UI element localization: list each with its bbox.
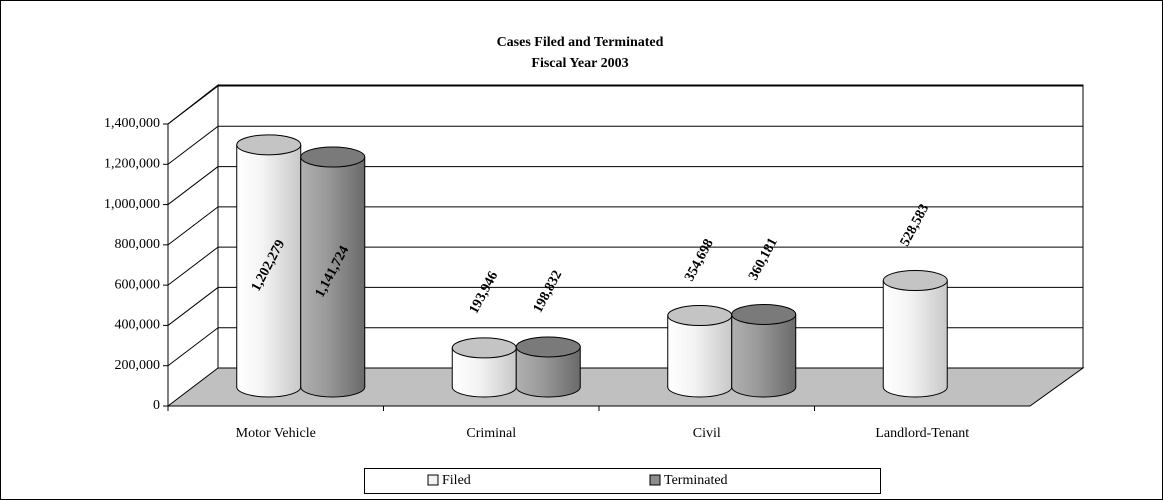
cylinder [451, 337, 517, 398]
cylinder-body [300, 157, 365, 387]
cylinder-top [731, 303, 797, 325]
cylinder-top [236, 134, 302, 156]
cylinder-body [731, 314, 796, 387]
cylinder-top [882, 270, 948, 292]
legend-label: Filed [442, 473, 471, 488]
y-tick-label: 200,000 [115, 358, 161, 373]
cylinder-body [236, 144, 301, 387]
cylinder [667, 305, 733, 398]
x-tick-label: Landlord-Tenant [875, 426, 969, 441]
cylinder [731, 303, 797, 398]
legend-label: Terminated [664, 473, 728, 488]
x-tick-label: Civil [693, 426, 721, 441]
cylinder-body [667, 315, 732, 387]
grid-line [167, 166, 219, 205]
cylinder-top [300, 146, 366, 168]
cylinder-top [667, 305, 733, 327]
cylinder-body [883, 280, 948, 387]
legend-swatch [649, 474, 661, 486]
cylinder [300, 146, 366, 398]
grid-line [167, 287, 219, 326]
grid-line [167, 125, 219, 165]
y-tick-label: 1,200,000 [104, 157, 160, 172]
cylinder [882, 270, 948, 398]
grid-line [167, 246, 219, 286]
cylinder [515, 336, 581, 398]
y-tick-label: 800,000 [115, 237, 161, 252]
legend-box [364, 468, 881, 494]
y-tick-label: 400,000 [115, 318, 161, 333]
x-tick-label: Criminal [466, 426, 516, 441]
y-tick-label: 0 [153, 398, 160, 413]
cylinder [236, 134, 302, 398]
cylinder-top [451, 337, 517, 359]
legend-swatch [427, 474, 439, 486]
cylinder-top [515, 336, 581, 358]
grid-line [167, 85, 219, 125]
grid-line [167, 327, 219, 367]
chart-subtitle: Fiscal Year 2003 [531, 56, 628, 71]
y-tick-label: 600,000 [115, 277, 161, 292]
x-tick-label: Motor Vehicle [236, 426, 316, 441]
y-tick-label: 1,000,000 [104, 197, 160, 212]
chart-title: Cases Filed and Terminated [497, 35, 664, 50]
y-tick-label: 1,400,000 [104, 116, 160, 131]
back-wall [218, 84, 1084, 368]
grid-line [167, 206, 219, 246]
